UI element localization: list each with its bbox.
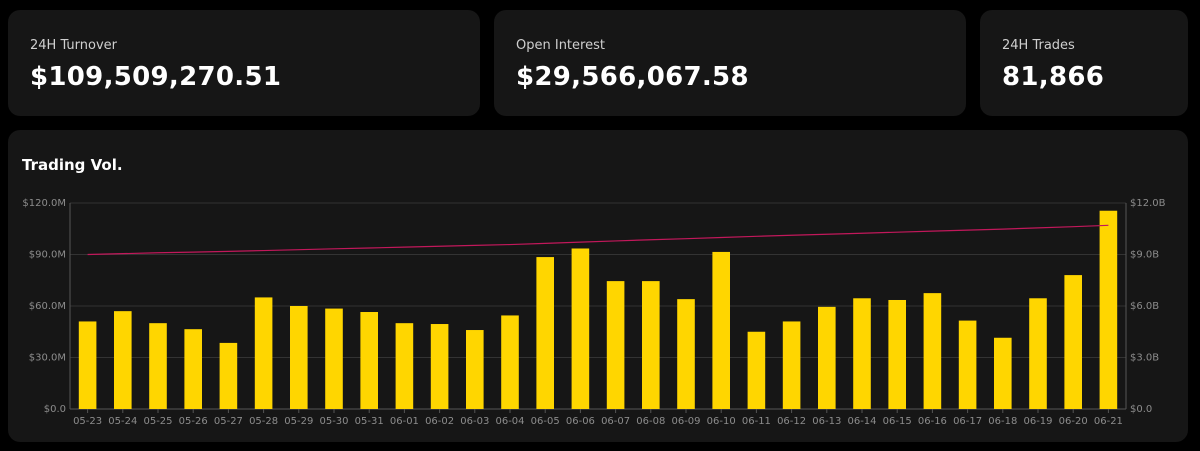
x-tick-label: 06-09 (671, 416, 700, 427)
volume-bar (958, 320, 977, 409)
x-tick-label: 06-10 (707, 416, 736, 427)
volume-bar (184, 329, 202, 409)
x-tick-label: 05-24 (108, 416, 137, 427)
x-tick-label: 05-27 (214, 416, 243, 427)
cumulative-volume-line (87, 224, 1109, 256)
open-interest-value: $29,566,067.58 (516, 62, 749, 92)
y-tick-label-right: $6.0B (1130, 301, 1159, 312)
trading-volume-chart: $0.0 $30.0M $60.0M $90.0M $120.0M $0.0 $3.0B $6… (22, 198, 1166, 427)
y-tick-label-left: $90.0M (29, 250, 66, 261)
y-tick-label-right: $0.0 (1130, 404, 1152, 415)
volume-bar (1099, 210, 1118, 409)
volume-bar (219, 342, 238, 409)
volume-bar (395, 323, 414, 409)
y-tick-label-right: $3.0B (1130, 353, 1159, 364)
trades-label: 24H Trades (1002, 38, 1075, 53)
volume-bar (1064, 275, 1082, 409)
y-tick-label-right: $9.0B (1130, 250, 1159, 261)
x-tick-label: 05-28 (249, 416, 278, 427)
y-tick-label-left: $30.0M (29, 353, 66, 364)
y-tick-label-left: $0.0 (44, 404, 66, 415)
x-tick-label: 06-12 (777, 416, 806, 427)
x-tick-label: 06-01 (390, 416, 419, 427)
volume-bar (254, 297, 273, 409)
volume-bar (501, 315, 519, 409)
x-tick-label: 05-30 (319, 416, 348, 427)
x-tick-label: 06-15 (883, 416, 912, 427)
volume-bar (712, 251, 730, 409)
x-tick-label: 05-26 (179, 416, 208, 427)
x-tick-label: 05-29 (284, 416, 313, 427)
x-tick-label: 06-18 (988, 416, 1017, 427)
volume-bar (290, 306, 308, 409)
volume-bar (78, 321, 97, 409)
x-tick-label: 06-14 (847, 416, 876, 427)
volume-bar (360, 312, 378, 409)
volume-bar (747, 331, 766, 409)
x-tick-label: 06-19 (1023, 416, 1052, 427)
turnover-value: $109,509,270.51 (30, 62, 282, 92)
x-tick-label: 06-13 (812, 416, 841, 427)
x-tick-label: 06-17 (953, 416, 982, 427)
y-tick-label-right: $12.0B (1130, 198, 1166, 209)
open-interest-label: Open Interest (516, 38, 605, 53)
volume-bar (782, 321, 801, 409)
x-tick-label: 06-04 (495, 416, 524, 427)
volume-bar (994, 337, 1012, 409)
trading-volume-panel: Trading Vol. $0.0 $30.0M $60.0M $90.0M $120.… (8, 130, 1188, 442)
x-tick-label: 06-11 (742, 416, 771, 427)
y-tick-label-left: $60.0M (29, 301, 66, 312)
volume-bar (923, 293, 942, 409)
turnover-label: 24H Turnover (30, 38, 118, 53)
volume-bar (149, 323, 167, 409)
x-tick-label: 06-06 (566, 416, 595, 427)
x-tick-label: 06-02 (425, 416, 454, 427)
volume-bar (114, 311, 132, 409)
volume-bar (1029, 298, 1047, 409)
y-tick-label-left: $120.0M (22, 198, 66, 209)
volume-bar (536, 257, 554, 409)
volume-bar (888, 299, 906, 409)
x-tick-label: 06-16 (918, 416, 947, 427)
x-tick-label: 06-07 (601, 416, 630, 427)
trades-value: 81,866 (1002, 62, 1105, 92)
volume-bar (571, 248, 590, 409)
trades-card: 24H Trades 81,866 (980, 10, 1188, 116)
chart-title: Trading Vol. (22, 156, 123, 174)
volume-bar (642, 281, 660, 409)
x-tick-label: 06-03 (460, 416, 489, 427)
x-tick-label: 06-08 (636, 416, 665, 427)
x-tick-label: 06-21 (1094, 416, 1123, 427)
x-tick-label: 06-05 (531, 416, 560, 427)
open-interest-card: Open Interest $29,566,067.58 (494, 10, 966, 116)
x-tick-label: 06-20 (1059, 416, 1088, 427)
volume-bar (466, 330, 484, 409)
volume-bar (818, 306, 836, 409)
x-tick-label: 05-25 (143, 416, 172, 427)
x-tick-label: 05-23 (73, 416, 102, 427)
volume-bar (430, 324, 449, 409)
volume-bar (677, 299, 695, 409)
turnover-card: 24H Turnover $109,509,270.51 (8, 10, 480, 116)
volume-bar (606, 281, 625, 409)
volume-bar (325, 308, 343, 409)
volume-bar (853, 298, 871, 409)
x-tick-label: 05-31 (355, 416, 384, 427)
